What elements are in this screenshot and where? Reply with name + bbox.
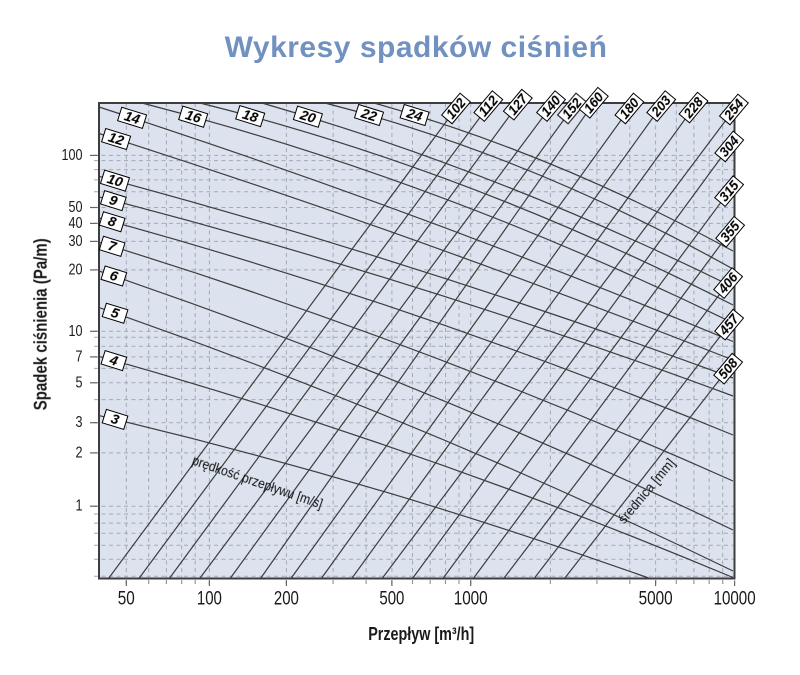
svg-text:1000: 1000 — [454, 588, 488, 610]
svg-text:40: 40 — [69, 215, 83, 232]
svg-text:3: 3 — [76, 414, 83, 431]
svg-text:2: 2 — [76, 444, 83, 461]
svg-text:24: 24 — [404, 104, 425, 124]
svg-text:100: 100 — [62, 147, 83, 164]
svg-text:22: 22 — [358, 104, 379, 124]
svg-text:100: 100 — [197, 588, 222, 610]
svg-text:5: 5 — [76, 374, 83, 391]
svg-text:50: 50 — [69, 199, 83, 216]
svg-text:200: 200 — [274, 588, 299, 610]
svg-text:Przepływ [m³/h]: Przepływ [m³/h] — [368, 624, 474, 644]
svg-text:12: 12 — [106, 129, 126, 149]
svg-text:20: 20 — [69, 261, 83, 278]
svg-text:7: 7 — [76, 348, 83, 365]
svg-text:10: 10 — [105, 170, 125, 190]
svg-text:500: 500 — [379, 588, 404, 610]
svg-text:16: 16 — [184, 106, 204, 126]
svg-text:Spadek ciśnienia (Pa/m): Spadek ciśnienia (Pa/m) — [31, 238, 51, 410]
svg-text:50: 50 — [118, 588, 135, 610]
svg-text:10: 10 — [69, 323, 83, 340]
svg-text:5000: 5000 — [639, 588, 673, 610]
svg-text:14: 14 — [122, 107, 142, 127]
svg-text:30: 30 — [69, 233, 83, 250]
svg-text:1: 1 — [76, 498, 83, 515]
svg-text:18: 18 — [241, 106, 261, 126]
svg-text:20: 20 — [297, 106, 318, 126]
svg-text:10000: 10000 — [714, 588, 756, 610]
